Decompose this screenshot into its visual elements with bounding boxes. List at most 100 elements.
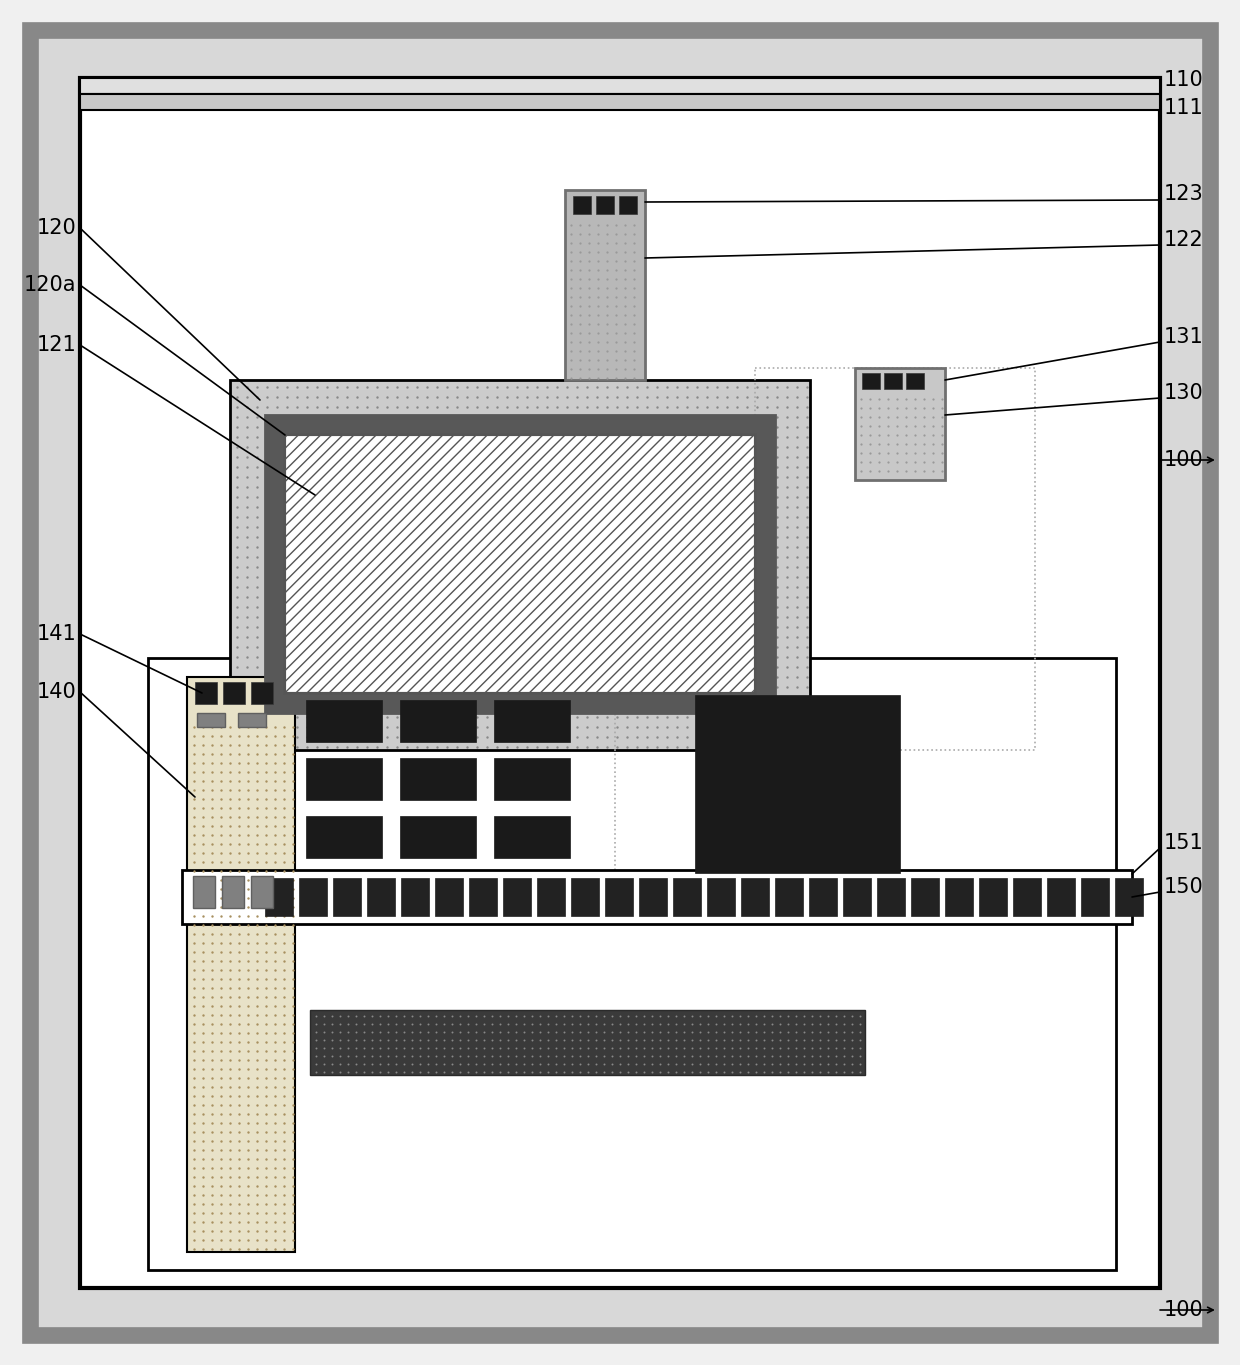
Point bbox=[202, 968, 222, 990]
Point bbox=[589, 222, 609, 244]
Point bbox=[247, 1174, 267, 1196]
Point bbox=[397, 426, 417, 448]
Point bbox=[247, 788, 267, 809]
Point bbox=[247, 860, 267, 882]
Point bbox=[283, 1228, 303, 1250]
Point bbox=[192, 1076, 212, 1097]
Point bbox=[507, 456, 527, 478]
Point bbox=[797, 636, 817, 658]
Point bbox=[647, 416, 667, 438]
Point bbox=[397, 506, 417, 528]
Point bbox=[397, 597, 417, 618]
Point bbox=[498, 1046, 518, 1067]
Point bbox=[642, 1046, 662, 1067]
Point bbox=[257, 396, 277, 418]
Point bbox=[547, 405, 567, 427]
Point bbox=[474, 1021, 494, 1043]
Point bbox=[367, 717, 387, 738]
Point bbox=[608, 696, 627, 718]
Point bbox=[625, 303, 645, 325]
Point bbox=[707, 676, 727, 698]
Point bbox=[397, 536, 417, 558]
Point bbox=[657, 435, 677, 457]
Point bbox=[264, 1166, 284, 1188]
Point bbox=[387, 435, 407, 457]
Point bbox=[606, 250, 626, 272]
Point bbox=[697, 516, 717, 538]
Point bbox=[327, 606, 347, 628]
Point bbox=[746, 476, 766, 498]
Point bbox=[247, 546, 267, 568]
Point bbox=[357, 566, 377, 588]
Point bbox=[466, 1013, 486, 1035]
Point bbox=[497, 495, 517, 517]
Point bbox=[227, 616, 247, 637]
Point bbox=[570, 222, 590, 244]
Point bbox=[546, 1052, 565, 1074]
Bar bbox=[197, 713, 224, 728]
Point bbox=[626, 1046, 646, 1067]
Point bbox=[417, 636, 436, 658]
Point bbox=[458, 706, 477, 728]
Point bbox=[264, 931, 284, 953]
Point bbox=[777, 405, 797, 427]
Point bbox=[537, 666, 557, 688]
Point bbox=[378, 1061, 398, 1082]
Point bbox=[598, 516, 618, 538]
Point bbox=[407, 435, 427, 457]
Point bbox=[627, 636, 647, 658]
Point bbox=[507, 646, 527, 667]
Point bbox=[397, 676, 417, 698]
Point bbox=[407, 396, 427, 418]
Point bbox=[737, 506, 756, 528]
Point bbox=[879, 415, 899, 437]
Point bbox=[434, 1046, 454, 1067]
Point bbox=[634, 1061, 653, 1082]
Point bbox=[717, 606, 737, 628]
Point bbox=[826, 1037, 846, 1059]
Point bbox=[306, 1052, 326, 1074]
Point bbox=[202, 940, 222, 962]
Point bbox=[835, 1013, 854, 1035]
Point bbox=[274, 1058, 294, 1080]
Point bbox=[337, 546, 357, 568]
Point bbox=[397, 586, 417, 607]
Point bbox=[567, 636, 587, 658]
Point bbox=[647, 476, 667, 498]
Point bbox=[367, 666, 387, 688]
Point bbox=[267, 446, 286, 468]
Point bbox=[603, 1046, 622, 1067]
Point bbox=[184, 833, 203, 854]
Point bbox=[557, 405, 577, 427]
Point bbox=[192, 958, 212, 980]
Point bbox=[675, 1037, 694, 1059]
Point bbox=[667, 495, 687, 517]
Point bbox=[657, 717, 677, 738]
Point bbox=[211, 715, 231, 737]
Point bbox=[587, 1061, 606, 1082]
Point bbox=[477, 495, 497, 517]
Point bbox=[537, 717, 557, 738]
Point bbox=[347, 405, 367, 427]
Point bbox=[746, 426, 766, 448]
Point bbox=[758, 627, 777, 648]
Point bbox=[647, 377, 667, 399]
Point bbox=[587, 486, 606, 508]
Point bbox=[347, 736, 367, 758]
Point bbox=[658, 1029, 678, 1051]
Point bbox=[238, 1048, 258, 1070]
Point bbox=[247, 733, 267, 755]
Point bbox=[547, 495, 567, 517]
Point bbox=[706, 1029, 725, 1051]
Point bbox=[675, 1046, 694, 1067]
Point bbox=[377, 465, 397, 487]
Point bbox=[314, 1029, 334, 1051]
Point bbox=[738, 1037, 758, 1059]
Point bbox=[746, 606, 766, 628]
Point bbox=[707, 606, 727, 628]
Point bbox=[202, 770, 222, 792]
Point bbox=[598, 556, 618, 577]
Point bbox=[567, 586, 587, 607]
Point bbox=[714, 1052, 734, 1074]
Point bbox=[211, 923, 231, 945]
